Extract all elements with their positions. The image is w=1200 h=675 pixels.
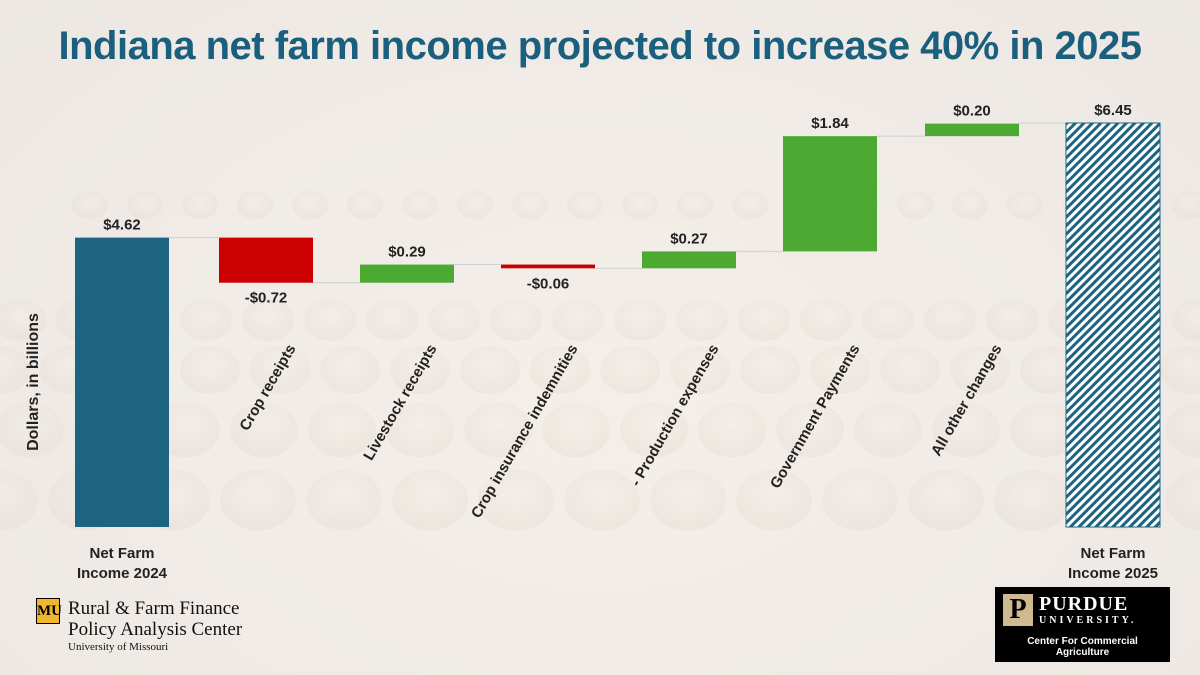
purdue-name: PURDUE: [1039, 593, 1129, 615]
mu-logo-line2: Policy Analysis Center: [68, 619, 243, 640]
end-value-label: $6.45: [1094, 102, 1132, 119]
start-value-label: $4.62: [103, 217, 141, 234]
increase-bar: [925, 123, 1019, 137]
category-label: Crop receipts: [236, 342, 299, 434]
purdue-p-icon: P: [1003, 594, 1033, 626]
change-value-label: -$0.06: [527, 275, 570, 292]
start-bar-label: Net Farm Income 2024: [76, 545, 168, 582]
increase-bar: [642, 251, 736, 269]
end-bar-label: Net Farm Income 2025: [1067, 545, 1159, 582]
start-bar: [75, 237, 169, 527]
end-bar: [1065, 122, 1161, 528]
change-value-label: -$0.72: [245, 290, 288, 307]
category-label: Crop insurance indemnities: [468, 342, 581, 522]
increase-bar: [360, 264, 454, 283]
change-value-label: $0.29: [388, 244, 426, 261]
purdue-logo: P PURDUE UNIVERSITY. Center For Commerci…: [995, 587, 1170, 662]
chart-title: Indiana net farm income projected to inc…: [58, 24, 1142, 68]
mu-rural-farm-finance-logo: MU Rural & Farm Finance Policy Analysis …: [36, 598, 242, 654]
change-value-label: $0.27: [670, 230, 708, 247]
mu-badge-icon: MU: [36, 598, 62, 624]
change-value-label: $1.84: [811, 115, 849, 132]
category-label: - Production expenses: [627, 342, 722, 490]
decrease-bar: [219, 237, 313, 283]
y-axis-label: Dollars, in billions: [25, 313, 42, 451]
change-value-label: $0.20: [953, 103, 991, 120]
decrease-bar: [501, 264, 595, 269]
increase-bar: [783, 136, 877, 252]
mu-logo-line1: Rural & Farm Finance: [68, 598, 240, 619]
purdue-center-name: Center For Commercial Agriculture: [1027, 636, 1138, 658]
category-label: Livestock receipts: [360, 342, 440, 464]
category-label: Government Payments: [767, 342, 863, 492]
category-label: All other changes: [928, 342, 1006, 459]
mu-logo-line3: University of Missouri: [68, 641, 169, 653]
purdue-university: UNIVERSITY.: [1039, 615, 1137, 626]
